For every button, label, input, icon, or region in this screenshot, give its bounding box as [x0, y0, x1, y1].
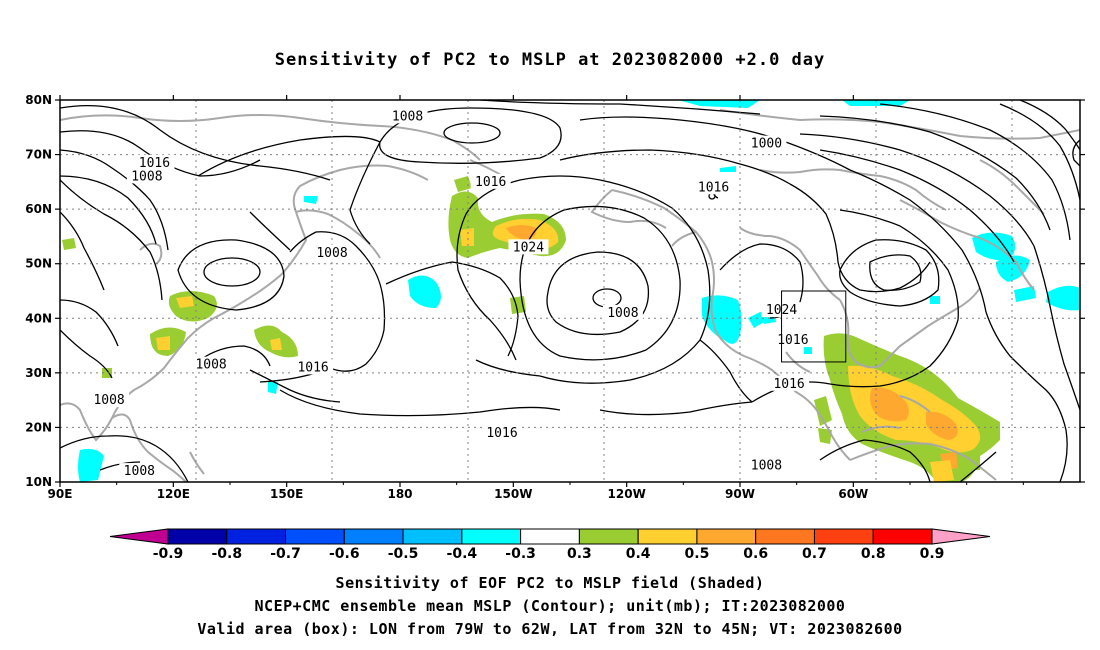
svg-text:1024: 1024: [513, 240, 544, 255]
svg-text:1016: 1016: [773, 377, 804, 392]
colorbar-segment: [167, 528, 228, 545]
lat-tick-label: 40N: [25, 311, 52, 325]
colorbar-label: -0.6: [329, 546, 360, 562]
lon-tick-label: 120E: [157, 487, 190, 501]
svg-text:1016: 1016: [475, 175, 506, 190]
contour-label: 1008: [602, 304, 643, 321]
colorbar-segment: [578, 528, 639, 545]
lon-tick-label: 60W: [838, 487, 868, 501]
colorbar: -0.9 -0.8 -0.7 -0.6 -0.5 -0.4 -0.3 0.3 0.4 0.5 0.6…: [109, 528, 991, 562]
lon-tick-label: 90E: [48, 487, 73, 501]
contour-label: 1016: [293, 359, 334, 375]
contour-label: 1008: [312, 244, 352, 261]
contour-label: 1024: [508, 239, 549, 255]
lat-tick-label: 10N: [25, 475, 52, 489]
colorbar-low-triangle: [109, 528, 169, 545]
svg-text:1008: 1008: [607, 306, 638, 321]
svg-text:1016: 1016: [777, 333, 808, 348]
contour-label: 1008: [126, 168, 167, 184]
svg-text:1008: 1008: [124, 464, 155, 479]
svg-text:1008: 1008: [316, 246, 347, 261]
colorbar-segment: [696, 528, 757, 545]
svg-text:1008: 1008: [93, 393, 124, 408]
lon-tick-label: 150E: [270, 487, 303, 501]
svg-text:1016: 1016: [486, 426, 517, 441]
lon-tick-label: 90W: [725, 487, 755, 501]
colorbar-segment: [637, 528, 698, 545]
contour-label: 1016: [772, 332, 813, 348]
colorbar-label: 0.5: [685, 546, 710, 562]
contour-label: 1016: [470, 173, 511, 190]
lon-tick-label: 150W: [494, 487, 532, 501]
valid-area-box: [781, 290, 847, 363]
contour-label: 1016: [693, 179, 734, 195]
colorbar-segment: [813, 528, 874, 545]
lon-tick-label: 180: [387, 487, 412, 501]
colorbar-label: 0.3: [567, 546, 592, 562]
caption-line-1: Sensitivity of EOF PC2 to MSLP field (Sh…: [335, 574, 765, 592]
colorbar-segment: [285, 528, 345, 545]
svg-text:1008: 1008: [195, 358, 226, 373]
colorbar-high-triangle: [931, 528, 991, 545]
colorbar-label: -0.9: [153, 546, 184, 562]
colorbar-segment: [402, 528, 463, 545]
contour-label: 1016: [482, 424, 522, 441]
colorbar-label: -0.8: [211, 546, 242, 562]
contour-label: 1008: [191, 356, 232, 373]
contour-label: 1008: [89, 392, 130, 408]
mslp-contours: [60, 100, 1080, 482]
colorbar-label: -0.4: [447, 546, 478, 562]
svg-text:1016: 1016: [698, 180, 729, 195]
colorbar-label: -0.5: [388, 546, 419, 562]
contour-label: 1016: [134, 154, 175, 171]
colorbar-segment: [226, 528, 287, 545]
lat-tick-label: 30N: [25, 366, 52, 380]
colorbar-label: 0.8: [861, 546, 886, 562]
colorbar-segment: [461, 528, 522, 545]
svg-text:1000: 1000: [751, 137, 782, 152]
colorbar-segment: [520, 528, 580, 545]
lat-tick-label: 50N: [25, 257, 52, 271]
colorbar-label: -0.7: [270, 546, 301, 562]
grid-lines: [60, 100, 1080, 482]
svg-text:1016: 1016: [139, 156, 170, 171]
lat-tick-label: 70N: [25, 148, 52, 162]
caption-line-3: Valid area (box): LON from 79W to 62W, L…: [197, 620, 903, 638]
colorbar-label: 0.9: [920, 546, 945, 562]
svg-text:1008: 1008: [751, 459, 782, 474]
lat-tick-label: 20N: [25, 420, 52, 434]
lon-tick-label: 120W: [608, 487, 646, 501]
contour-label: 1008: [119, 463, 160, 479]
contour-label: 1008: [746, 457, 787, 474]
svg-text:1008: 1008: [131, 169, 162, 184]
caption-line-2: NCEP+CMC ensemble mean MSLP (Contour); u…: [254, 597, 846, 615]
colorbar-label: 0.7: [802, 546, 827, 562]
contour-label: 1000: [746, 135, 787, 152]
colorbar-label: 0.4: [626, 546, 651, 562]
colorbar-segment: [872, 528, 933, 545]
lat-tick-label: 60N: [25, 202, 52, 216]
lat-tick-label: 80N: [25, 93, 52, 107]
colorbar-label: -0.3: [505, 546, 536, 562]
svg-text:1016: 1016: [297, 360, 328, 375]
colorbar-segment: [343, 528, 404, 545]
contour-label: 1016: [769, 375, 810, 392]
colorbar-segment: [755, 528, 815, 545]
page-title: Sensitivity of PC2 to MSLP at 2023082000…: [274, 50, 826, 70]
contour-label: 1008: [387, 108, 428, 124]
svg-text:1008: 1008: [392, 109, 423, 124]
colorbar-label: 0.6: [743, 546, 768, 562]
